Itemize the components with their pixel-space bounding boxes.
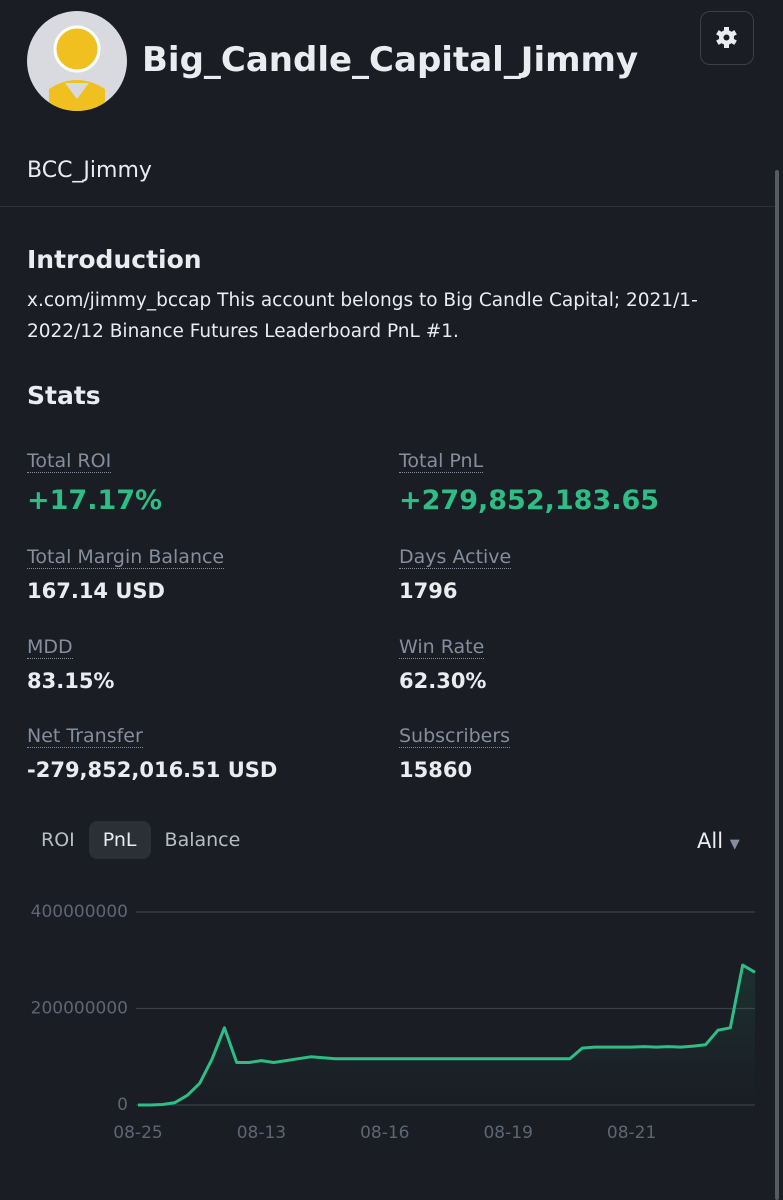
x-tick-label: 08-19 [483, 1123, 532, 1143]
stat-value: -279,852,016.51 USD [27, 758, 278, 782]
stat-value: +279,852,183.65 [399, 485, 660, 516]
y-tick-label: 200000000 [31, 999, 128, 1019]
x-tick-label: 08-13 [237, 1123, 286, 1143]
line-series [138, 963, 756, 1107]
divider [0, 206, 776, 207]
stat-label: Total ROI [27, 450, 112, 473]
chart-tab[interactable]: PnL [88, 821, 151, 859]
x-tick-label: 08-25 [113, 1123, 162, 1143]
chart-tabs: ROI PnL Balance [27, 821, 254, 859]
section-title: Introduction [27, 245, 202, 274]
avatar-icon [49, 25, 105, 111]
introduction-text: x.com/jimmy_bccap This account belongs t… [27, 290, 698, 342]
stat-label: MDD [27, 636, 73, 659]
stat-label: Net Transfer [27, 725, 143, 748]
x-tick-label: 08-16 [360, 1123, 409, 1143]
stat-value: 62.30% [399, 669, 487, 693]
range-label: All [697, 829, 724, 853]
range-selector[interactable]: All ▼ [697, 829, 740, 853]
stat-value: 167.14 USD [27, 579, 165, 603]
chart-tab[interactable]: ROI [41, 829, 75, 851]
avatar[interactable] [27, 11, 127, 111]
stat-value: 15860 [399, 758, 473, 782]
stat-label: Win Rate [399, 636, 485, 659]
y-tick-label: 0 [117, 1095, 128, 1115]
stat-label: Days Active [399, 546, 512, 569]
stat-label: Total Margin Balance [27, 546, 225, 569]
stat-value: 1796 [399, 579, 458, 603]
line-area [138, 965, 755, 1105]
x-tick-label: 08-21 [607, 1123, 656, 1143]
handle: BCC_Jimmy [27, 158, 152, 183]
username: Big_Candle_Capital_Jimmy [142, 40, 639, 80]
stat-label: Subscribers [399, 725, 511, 748]
section-title: Stats [27, 381, 101, 410]
dropdown-arrow: ▼ [729, 837, 740, 852]
y-tick-label: 400000000 [31, 902, 128, 922]
stat-label: Total PnL [399, 450, 484, 473]
gear-icon [716, 27, 737, 48]
stat-value: 83.15% [27, 669, 115, 693]
chart-tab[interactable]: Balance [164, 829, 241, 851]
scrollbar[interactable] [775, 170, 779, 1200]
stat-value: +17.17% [27, 485, 163, 516]
settings-button[interactable] [700, 11, 754, 65]
chart: 0 200000000 400000000 08-25 08-13 08-16 08-19 0… [31, 902, 756, 1143]
